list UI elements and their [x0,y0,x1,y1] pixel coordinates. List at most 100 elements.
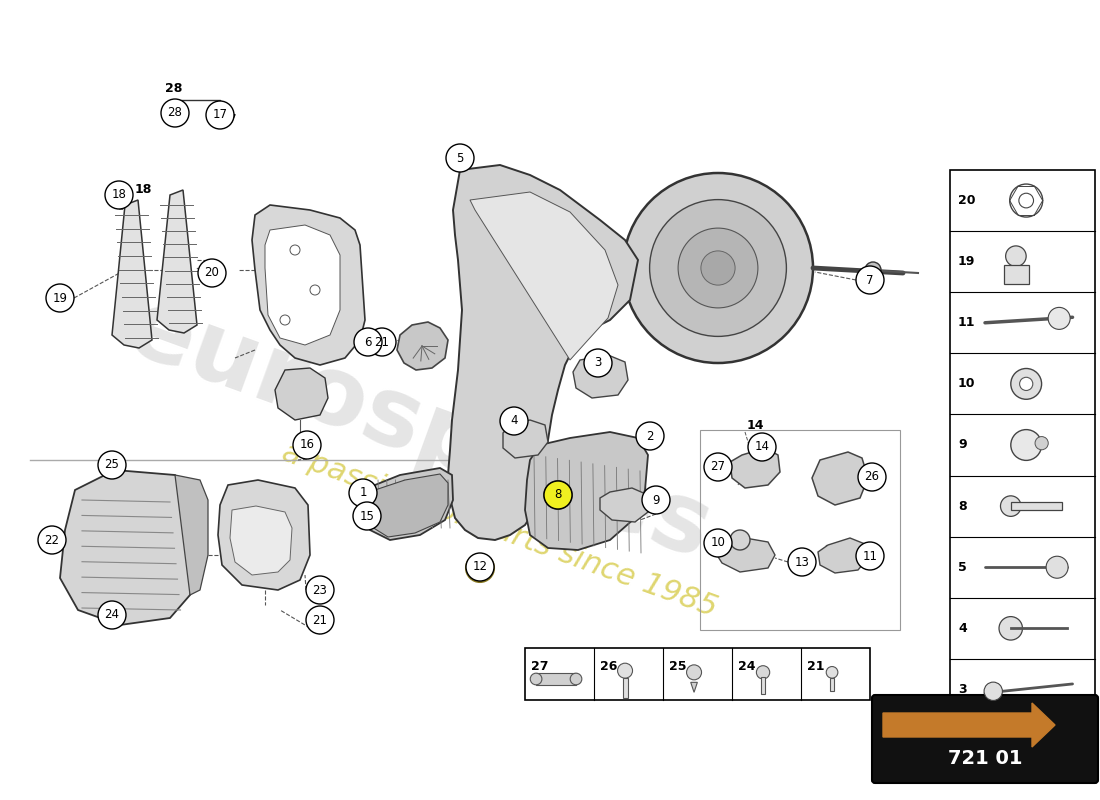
Circle shape [544,481,572,509]
Text: 25: 25 [669,659,686,673]
Text: 26: 26 [865,470,880,483]
Polygon shape [265,225,340,345]
Text: 17: 17 [212,109,228,122]
Text: 21: 21 [807,659,825,673]
Polygon shape [218,480,310,590]
Circle shape [748,433,775,461]
Text: 6: 6 [364,335,372,349]
Circle shape [104,181,133,209]
Circle shape [290,245,300,255]
Circle shape [1020,378,1033,390]
Text: 28: 28 [167,106,183,119]
Polygon shape [812,452,868,505]
Circle shape [474,562,486,574]
Polygon shape [368,474,448,537]
Circle shape [98,601,126,629]
Circle shape [368,328,396,356]
Circle shape [46,284,74,312]
Text: 7: 7 [867,274,873,286]
Text: 22: 22 [44,534,59,546]
Polygon shape [715,538,775,572]
Circle shape [788,548,816,576]
Circle shape [500,407,528,435]
Polygon shape [252,205,365,365]
Text: 5: 5 [456,151,464,165]
Circle shape [570,673,582,685]
Text: 721 01: 721 01 [948,749,1022,767]
Text: 4: 4 [510,414,518,427]
Circle shape [98,451,126,479]
Circle shape [642,486,670,514]
Circle shape [1005,246,1026,266]
Text: 3: 3 [958,683,967,696]
Text: 5: 5 [958,561,967,574]
Text: 14: 14 [746,419,763,432]
Text: a passion for parts since 1985: a passion for parts since 1985 [278,438,722,622]
Polygon shape [470,192,618,360]
Circle shape [678,228,758,308]
Circle shape [757,666,770,679]
Circle shape [466,553,494,581]
Text: 2: 2 [647,430,653,442]
Circle shape [1035,437,1048,450]
Text: 10: 10 [711,537,725,550]
Text: 18: 18 [135,183,153,196]
Polygon shape [112,200,152,348]
Circle shape [446,144,474,172]
Circle shape [466,554,494,582]
FancyBboxPatch shape [872,695,1098,783]
Circle shape [530,673,542,685]
Circle shape [704,529,732,557]
Text: 10: 10 [958,378,976,390]
Text: 25: 25 [104,458,120,471]
Text: 20: 20 [205,266,219,279]
Polygon shape [525,432,648,550]
Circle shape [686,665,702,680]
Circle shape [544,481,572,509]
Circle shape [584,349,612,377]
Circle shape [856,542,884,570]
Text: 27: 27 [531,659,549,673]
Circle shape [306,576,334,604]
Circle shape [161,99,189,127]
Text: 20: 20 [958,194,976,207]
Circle shape [1046,556,1068,578]
Circle shape [349,479,377,507]
Polygon shape [691,682,697,692]
Text: 15: 15 [360,510,374,522]
Circle shape [353,502,381,530]
Circle shape [39,526,66,554]
Circle shape [1048,307,1070,330]
Text: 27: 27 [711,461,726,474]
Circle shape [617,663,632,678]
Polygon shape [60,470,200,625]
Polygon shape [397,322,448,370]
Circle shape [636,422,664,450]
Circle shape [1011,369,1042,399]
Circle shape [865,262,881,278]
Text: 19: 19 [53,291,67,305]
Text: 19: 19 [958,255,976,268]
Text: 1: 1 [360,486,366,499]
Circle shape [856,266,884,294]
Text: 16: 16 [298,445,316,458]
Polygon shape [448,165,638,540]
Bar [830,678,834,691]
Polygon shape [230,506,292,575]
Polygon shape [275,368,328,420]
Text: 13: 13 [794,555,810,569]
Text: 16: 16 [299,438,315,451]
Polygon shape [600,488,648,522]
Text: 24: 24 [104,609,120,622]
Text: eurospares: eurospares [116,281,725,579]
Circle shape [826,666,838,678]
Circle shape [293,431,321,459]
Circle shape [310,285,320,295]
Circle shape [704,453,732,481]
Text: 28: 28 [165,82,183,95]
Polygon shape [157,190,197,333]
Polygon shape [730,448,780,488]
Bar [536,673,576,685]
Circle shape [1001,496,1021,516]
Text: 17: 17 [220,113,238,126]
